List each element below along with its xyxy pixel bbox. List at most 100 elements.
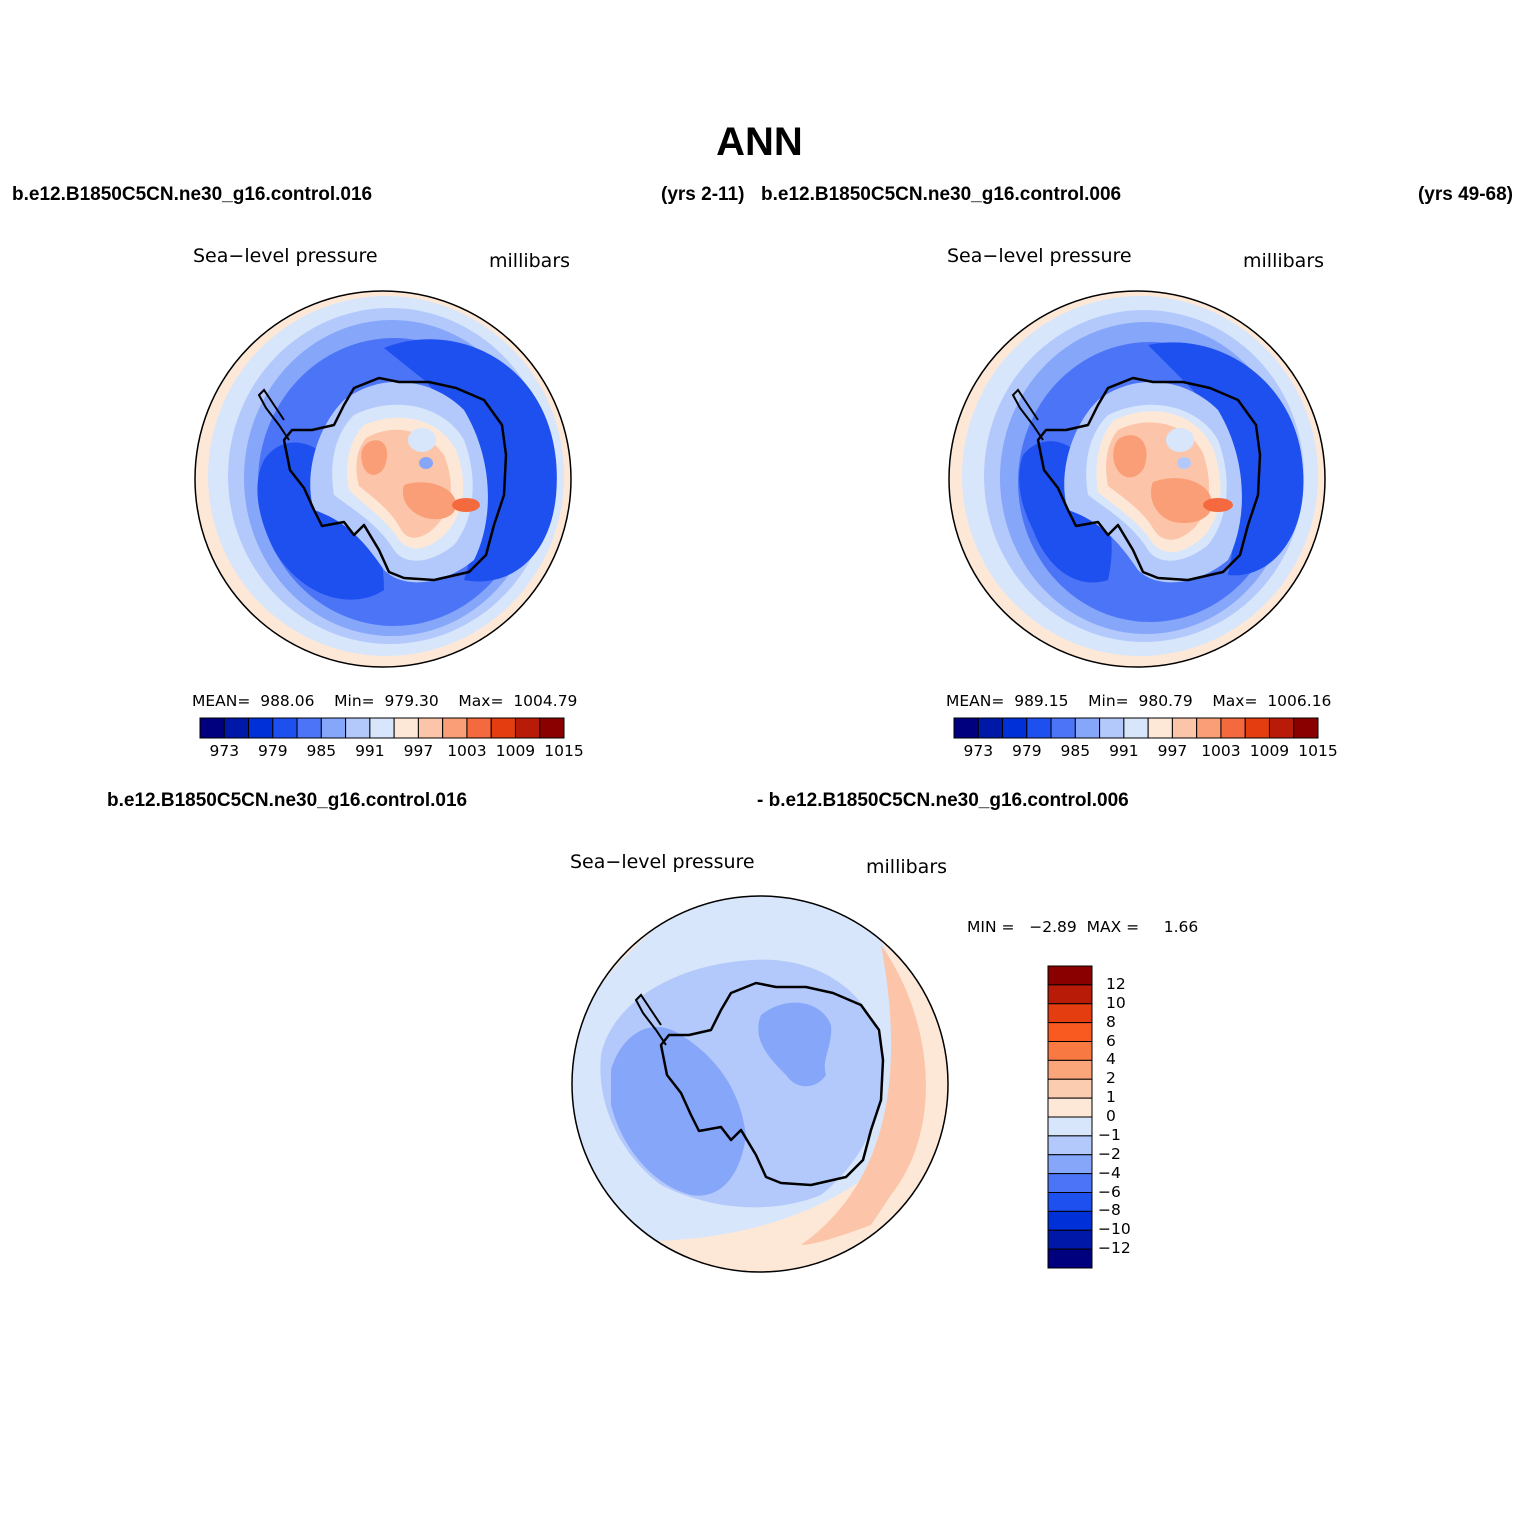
panel2-units: millibars: [1243, 250, 1325, 272]
panel2-colorbar-box: [1293, 717, 1319, 739]
panel2-colorbar-label: 1003: [1201, 742, 1241, 760]
diff-colorbar-label: −12: [1098, 1239, 1131, 1258]
diff-colorbar-box: [1047, 1135, 1093, 1156]
diff-colorbar-label: 4: [1106, 1050, 1116, 1069]
panel1-colorbar-label: 991: [355, 742, 385, 760]
panel1-colorbar-box: [417, 717, 444, 739]
panel2-colorbar-label: 979: [1012, 742, 1042, 760]
panel1-colorbar-box: [320, 717, 347, 739]
panel2-colorbar-label: 997: [1157, 742, 1188, 760]
diff-colorbar-box: [1047, 1154, 1093, 1175]
diff-colorbar-box: [1047, 1248, 1093, 1269]
diff-colorbar-label: −10: [1098, 1220, 1131, 1239]
diff-colorbar-box: [1047, 984, 1093, 1005]
diff-colorbar-box: [1047, 1192, 1093, 1212]
panel1-colorbar-label: 997: [403, 742, 434, 760]
diff-colorbar-box: [1047, 1210, 1093, 1231]
case2-label-top: b.e12.B1850C5CN.ne30_g16.control.006: [761, 184, 1122, 205]
panel2-colorbar-box: [1196, 717, 1222, 739]
diff-colorbar-label: −8: [1098, 1201, 1121, 1220]
case1-label-bottom: b.e12.B1850C5CN.ne30_g16.control.016: [107, 790, 468, 811]
case1-years-label: (yrs 2-11): [661, 184, 745, 205]
panel2-colorbar-box: [977, 717, 1004, 739]
diff-colorbar-label: 12: [1106, 974, 1126, 993]
panel2-title: Sea−level pressure: [947, 245, 1132, 267]
case2-years-label: (yrs 49-68): [1417, 184, 1513, 205]
panel2-colorbar-box: [1147, 717, 1173, 739]
panel2-polar-map: [948, 290, 1326, 668]
diff-colorbar-label: −4: [1098, 1163, 1121, 1182]
panel1-colorbar-label: 985: [306, 742, 337, 760]
panel2-colorbar-label: 1009: [1249, 742, 1290, 760]
case2-label-bottom: - b.e12.B1850C5CN.ne30_g16.control.006: [757, 790, 1129, 811]
diff-panel-stats: MIN = −2.89 MAX = 1.66: [967, 918, 1199, 936]
panel1-colorbar-label: 1009: [495, 742, 536, 760]
panel2-colorbar-label: 1015: [1298, 742, 1338, 760]
panel1-colorbar-label: 1003: [447, 742, 487, 760]
panel1-colorbar-box: [514, 717, 541, 739]
panel1-units: millibars: [489, 250, 571, 272]
case1-label-top: b.e12.B1850C5CN.ne30_g16.control.016: [12, 184, 373, 205]
panel1-colorbar-box: [199, 717, 225, 739]
diff-colorbar-box: [1047, 1059, 1093, 1080]
diff-colorbar-box: [1047, 1116, 1093, 1137]
panel2-stats: MEAN= 989.15 Min= 980.79 Max= 1006.16: [946, 692, 1332, 710]
figure-title: ANN: [716, 120, 803, 164]
panel2-colorbar-box: [1171, 717, 1198, 739]
panel1-colorbar-box: [393, 717, 419, 739]
panel2-colorbar-box: [1099, 717, 1125, 739]
panel1-colorbar-labels: 973 979 985 991 997 1003 1009 1015: [200, 742, 583, 764]
panel1-title: Sea−level pressure: [193, 245, 378, 267]
panel1-colorbar-boxes: [199, 717, 565, 739]
panel2-colorbar-label: 973: [963, 742, 994, 760]
panel2-colorbar-labels: 973 979 985 991 997 1003 1009 1015: [954, 742, 1337, 764]
panel1-colorbar-label: 1015: [544, 742, 584, 760]
panel1-colorbar-box: [466, 717, 492, 739]
panel1-colorbar-box: [442, 717, 468, 739]
panel2-colorbar-box: [1050, 717, 1076, 739]
diff-colorbar-box: [1047, 1003, 1093, 1024]
diff-colorbar-label: 1: [1106, 1088, 1116, 1107]
panel1-colorbar-box: [248, 717, 274, 739]
diff-panel-units: millibars: [866, 856, 948, 878]
diff-colorbar-box: [1047, 1173, 1093, 1193]
panel1-colorbar: [199, 717, 565, 739]
diff-colorbar-box: [1047, 1041, 1093, 1061]
panel2-colorbar-box: [1268, 717, 1295, 739]
panel1-colorbar-box: [296, 717, 322, 739]
diff-colorbar-label: −2: [1098, 1144, 1121, 1163]
diff-colorbar-labels: 12 10 8 6 4 2 1 0 −1 −2 −4 −6 −8 −10 −12: [1098, 966, 1158, 1268]
diff-colorbar-label: 10: [1106, 993, 1126, 1012]
panel1-colorbar-box: [369, 717, 395, 739]
panel1-colorbar-box: [490, 717, 516, 739]
panel1-colorbar-box: [223, 717, 250, 739]
diff-colorbar-label: 6: [1106, 1031, 1116, 1050]
panel1-colorbar-box: [539, 717, 565, 739]
diff-colorbar-label: −1: [1098, 1125, 1121, 1144]
panel1-colorbar-label: 979: [258, 742, 288, 760]
diff-colorbar-label: 2: [1106, 1069, 1116, 1088]
diff-colorbar-label: 0: [1106, 1107, 1116, 1125]
diff-polar-map: [571, 895, 949, 1273]
diff-colorbar-box: [1047, 1097, 1093, 1118]
panel2-colorbar: [953, 717, 1319, 739]
diff-colorbar: [1047, 965, 1093, 1269]
panel2-colorbar-label: 991: [1109, 742, 1139, 760]
diff-panel-title: Sea−level pressure: [570, 851, 755, 873]
diff-colorbar-label: 8: [1106, 1012, 1116, 1031]
panel2-colorbar-box: [1002, 717, 1028, 739]
diff-colorbar-box: [1047, 1229, 1093, 1250]
panel2-colorbar-boxes: [953, 717, 1319, 739]
panel1-stats: MEAN= 988.06 Min= 979.30 Max= 1004.79: [192, 692, 578, 710]
panel1-polar-map: [194, 290, 572, 668]
panel2-colorbar-box: [1220, 717, 1246, 739]
diff-colorbar-boxes: [1047, 965, 1093, 1269]
panel1-colorbar-label: 973: [209, 742, 240, 760]
diff-colorbar-box: [1047, 1078, 1093, 1099]
diff-colorbar-box: [1047, 1022, 1093, 1042]
panel2-colorbar-box: [1026, 717, 1052, 739]
panel1-colorbar-box: [272, 717, 298, 739]
panel2-colorbar-box: [1244, 717, 1270, 739]
panel2-colorbar-box: [1074, 717, 1101, 739]
panel2-colorbar-box: [1123, 717, 1149, 739]
